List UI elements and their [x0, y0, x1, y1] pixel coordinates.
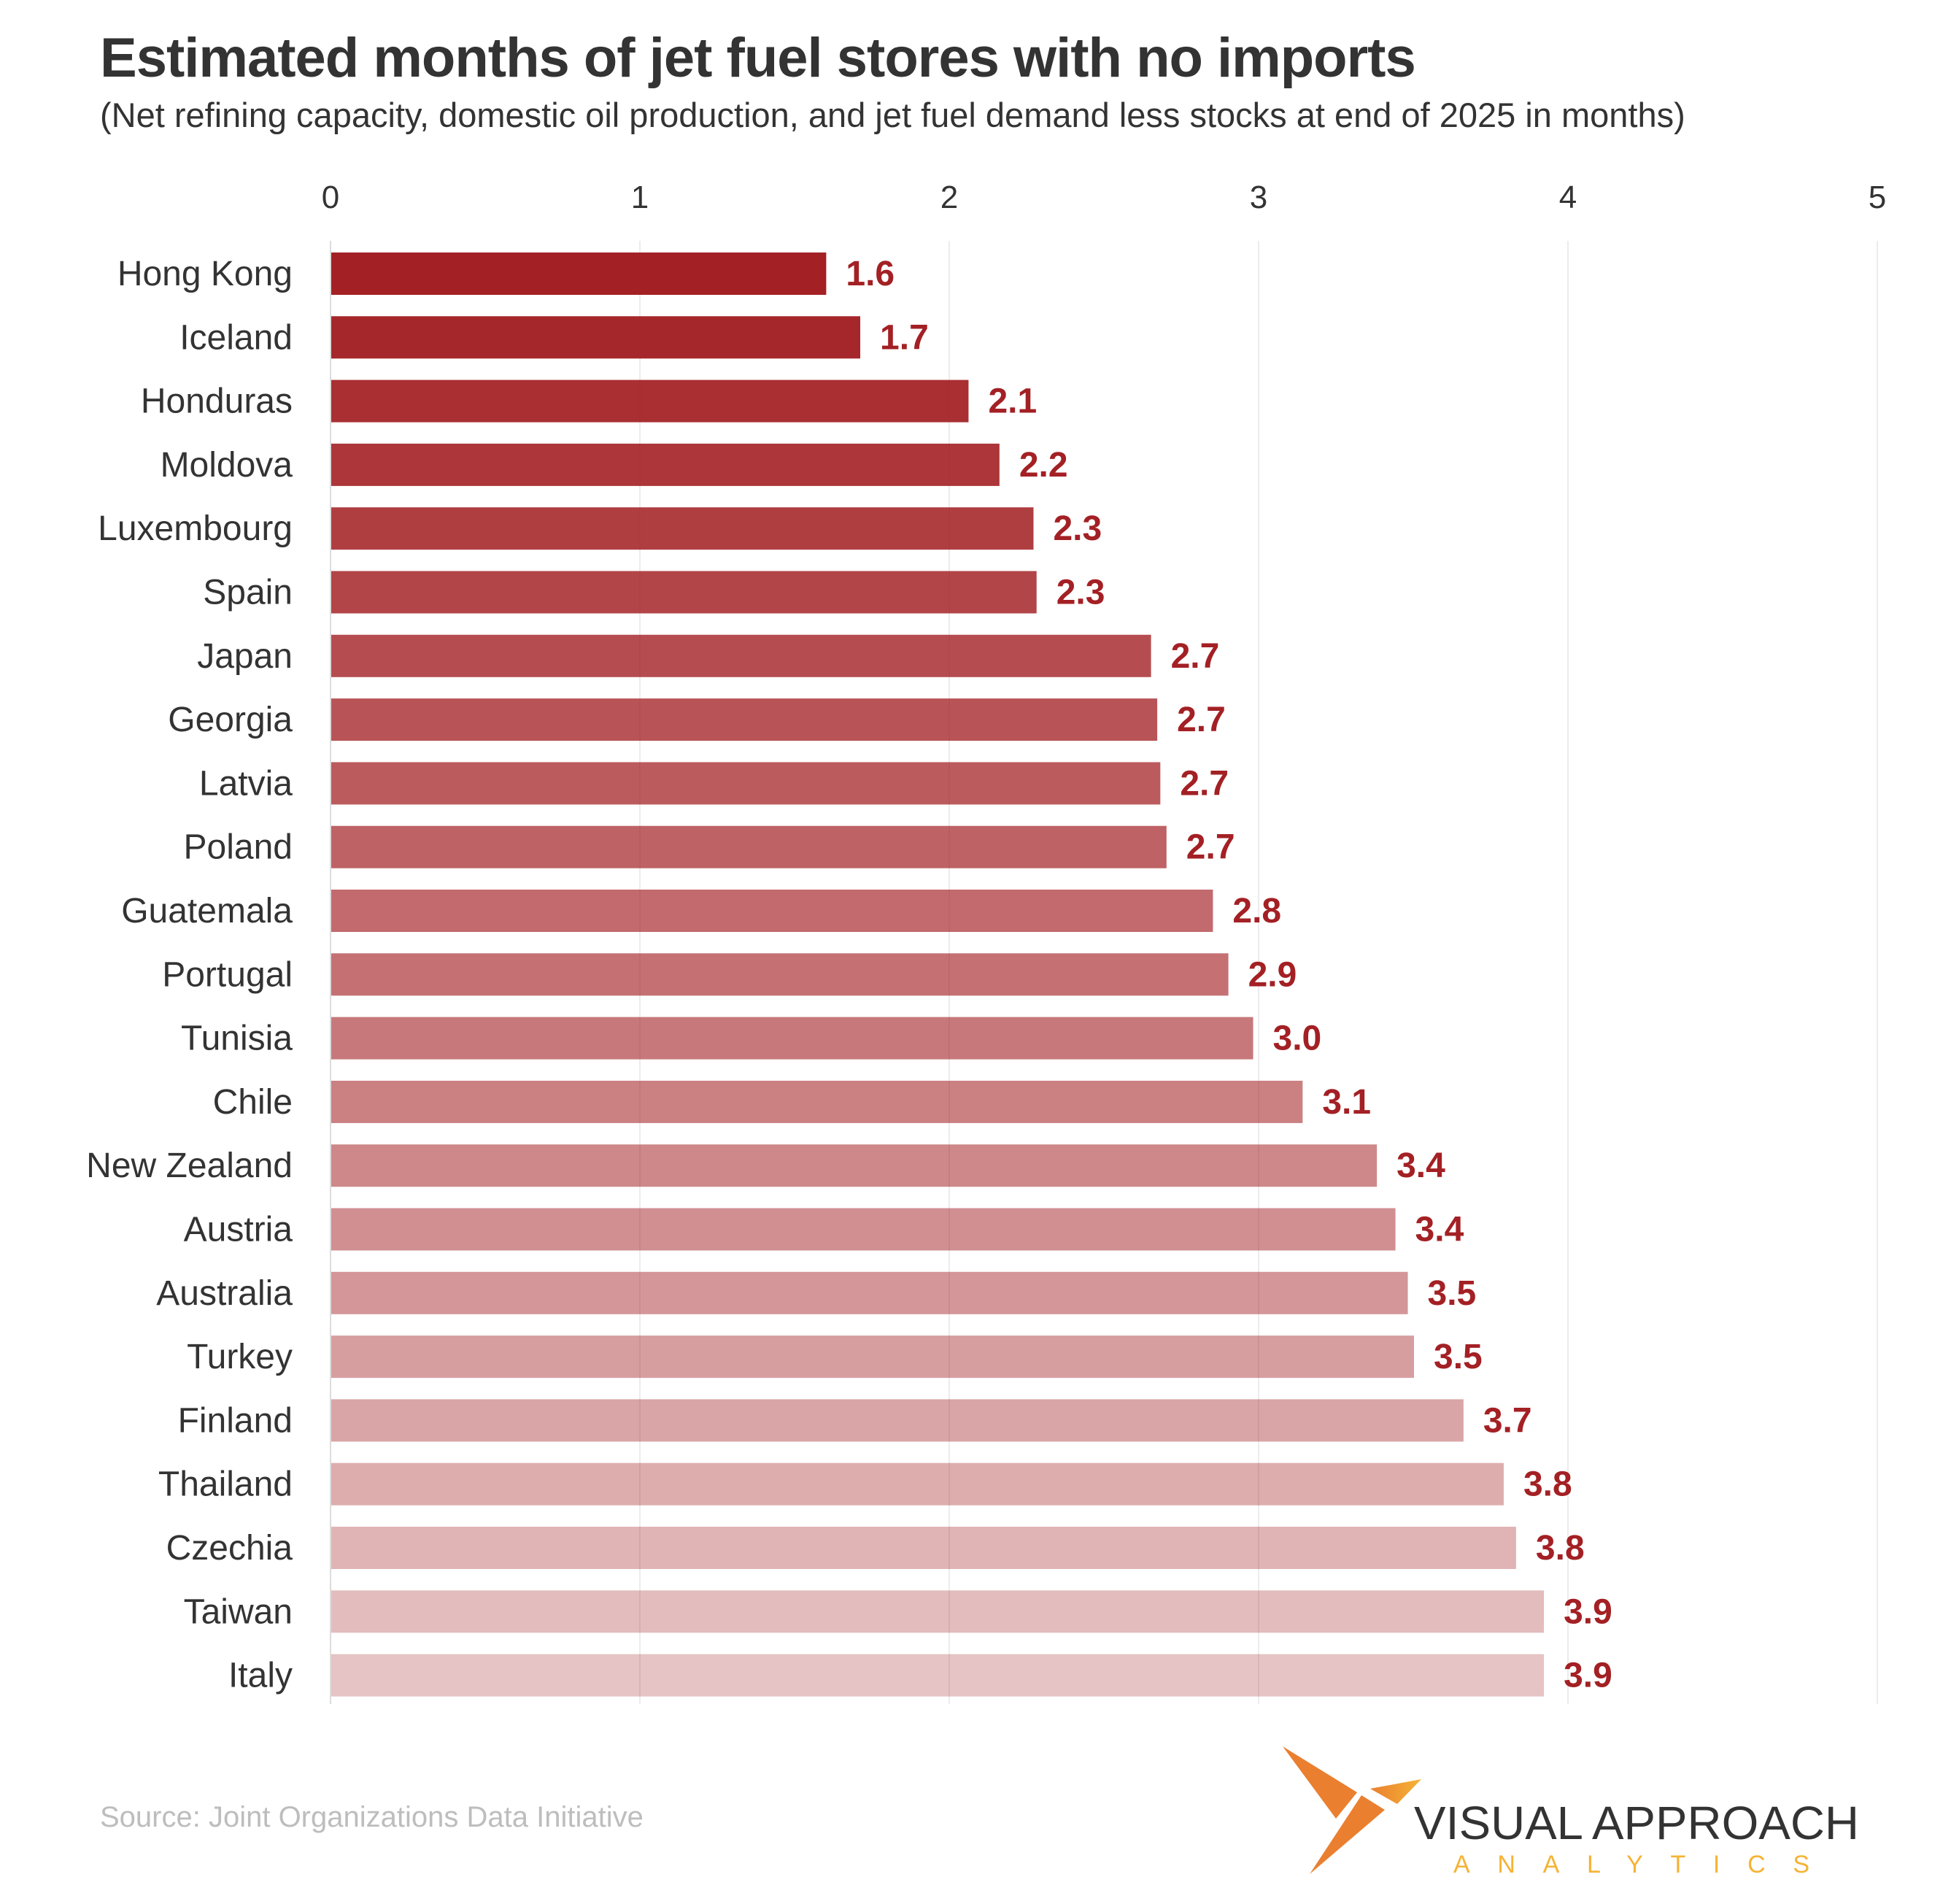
- data-label: 2.2: [1019, 446, 1068, 485]
- category-label: Poland: [184, 828, 293, 867]
- category-label: Finland: [178, 1401, 293, 1440]
- bar: [331, 1144, 1378, 1187]
- data-label: 3.1: [1322, 1083, 1371, 1122]
- category-label: Spain: [203, 574, 293, 612]
- category-label: Japan: [197, 637, 293, 676]
- bar: [331, 825, 1167, 868]
- data-label: 2.8: [1232, 892, 1281, 930]
- data-label: 3.8: [1536, 1529, 1585, 1568]
- data-label: 3.8: [1523, 1465, 1572, 1504]
- category-label: Austria: [184, 1211, 293, 1249]
- bar: [331, 762, 1161, 805]
- x-tick-label: 5: [1869, 180, 1886, 215]
- data-label: 3.4: [1396, 1146, 1445, 1185]
- bar: [331, 443, 1000, 486]
- category-label: Italy: [228, 1657, 293, 1695]
- category-label: Turkey: [187, 1338, 293, 1376]
- source-note: Source: Joint Organizations Data Initiat…: [100, 1801, 644, 1833]
- data-label: 1.6: [846, 255, 895, 293]
- data-label: 2.3: [1056, 574, 1105, 612]
- bar: [331, 1271, 1408, 1314]
- data-label: 3.5: [1434, 1338, 1483, 1376]
- bar: [331, 507, 1034, 550]
- data-label: 2.7: [1186, 828, 1235, 867]
- data-label: 2.7: [1171, 637, 1220, 676]
- bar: [331, 571, 1037, 614]
- data-label: 3.5: [1428, 1274, 1477, 1313]
- category-label: Czechia: [166, 1529, 293, 1568]
- category-label: Guatemala: [121, 892, 293, 930]
- data-label: 3.4: [1415, 1211, 1464, 1249]
- bar: [331, 1336, 1414, 1379]
- chart-subtitle: (Net refining capacity, domestic oil pro…: [100, 96, 1685, 134]
- chart-title: Estimated months of jet fuel stores with…: [100, 27, 1416, 89]
- bar: [331, 1208, 1396, 1251]
- data-label: 2.1: [988, 382, 1037, 421]
- logo-wing-lower-icon: [1310, 1795, 1385, 1874]
- logo-tail-icon: [1370, 1779, 1421, 1804]
- category-label: Tunisia: [181, 1020, 293, 1058]
- x-tick-label: 2: [940, 180, 958, 215]
- data-label: 1.7: [880, 318, 929, 357]
- category-label: New Zealand: [86, 1146, 293, 1185]
- data-label: 3.9: [1564, 1657, 1612, 1695]
- category-label: Iceland: [179, 318, 293, 357]
- bar: [331, 1462, 1504, 1506]
- bar: [331, 1654, 1545, 1697]
- bar: [331, 253, 827, 295]
- bar: [331, 1399, 1464, 1442]
- bar: [331, 698, 1158, 741]
- data-label: 3.7: [1483, 1401, 1532, 1440]
- category-label: Taiwan: [184, 1592, 293, 1631]
- bar: [331, 634, 1151, 677]
- category-label: Portugal: [162, 955, 293, 994]
- category-label: Moldova: [161, 446, 293, 485]
- bar: [331, 379, 969, 423]
- logo-text-main: VISUAL APPROACH: [1414, 1797, 1859, 1849]
- category-label: Georgia: [168, 701, 293, 739]
- bar: [331, 890, 1213, 932]
- category-label: Honduras: [141, 382, 293, 421]
- bar: [331, 1080, 1303, 1123]
- category-label: Thailand: [158, 1465, 293, 1504]
- data-label: 2.3: [1053, 509, 1102, 548]
- category-label: Latvia: [199, 764, 293, 803]
- logo-text-sub: ANALYTICS: [1453, 1851, 1809, 1878]
- bar: [331, 953, 1229, 996]
- bar: [331, 1017, 1253, 1060]
- x-tick-label: 4: [1559, 180, 1577, 215]
- data-label: 2.7: [1177, 701, 1226, 739]
- bar-chart: 0 1 2 3 4 5 Hong Kong 1.6 Iceland 1.7 Honduras 2.1 M…: [86, 180, 1886, 1704]
- category-label: Chile: [213, 1083, 293, 1122]
- category-label: Australia: [156, 1274, 293, 1313]
- bar: [331, 316, 861, 359]
- x-tick-label: 3: [1250, 180, 1267, 215]
- bar: [331, 1590, 1545, 1633]
- data-label: 2.9: [1248, 955, 1297, 994]
- data-label: 2.7: [1180, 764, 1229, 803]
- x-tick-label: 0: [322, 180, 339, 215]
- category-label: Luxembourg: [98, 509, 293, 548]
- bar: [331, 1527, 1516, 1569]
- x-tick-label: 1: [631, 180, 649, 215]
- data-label: 3.9: [1564, 1592, 1612, 1631]
- data-label: 3.0: [1273, 1020, 1322, 1058]
- category-label: Hong Kong: [117, 255, 293, 293]
